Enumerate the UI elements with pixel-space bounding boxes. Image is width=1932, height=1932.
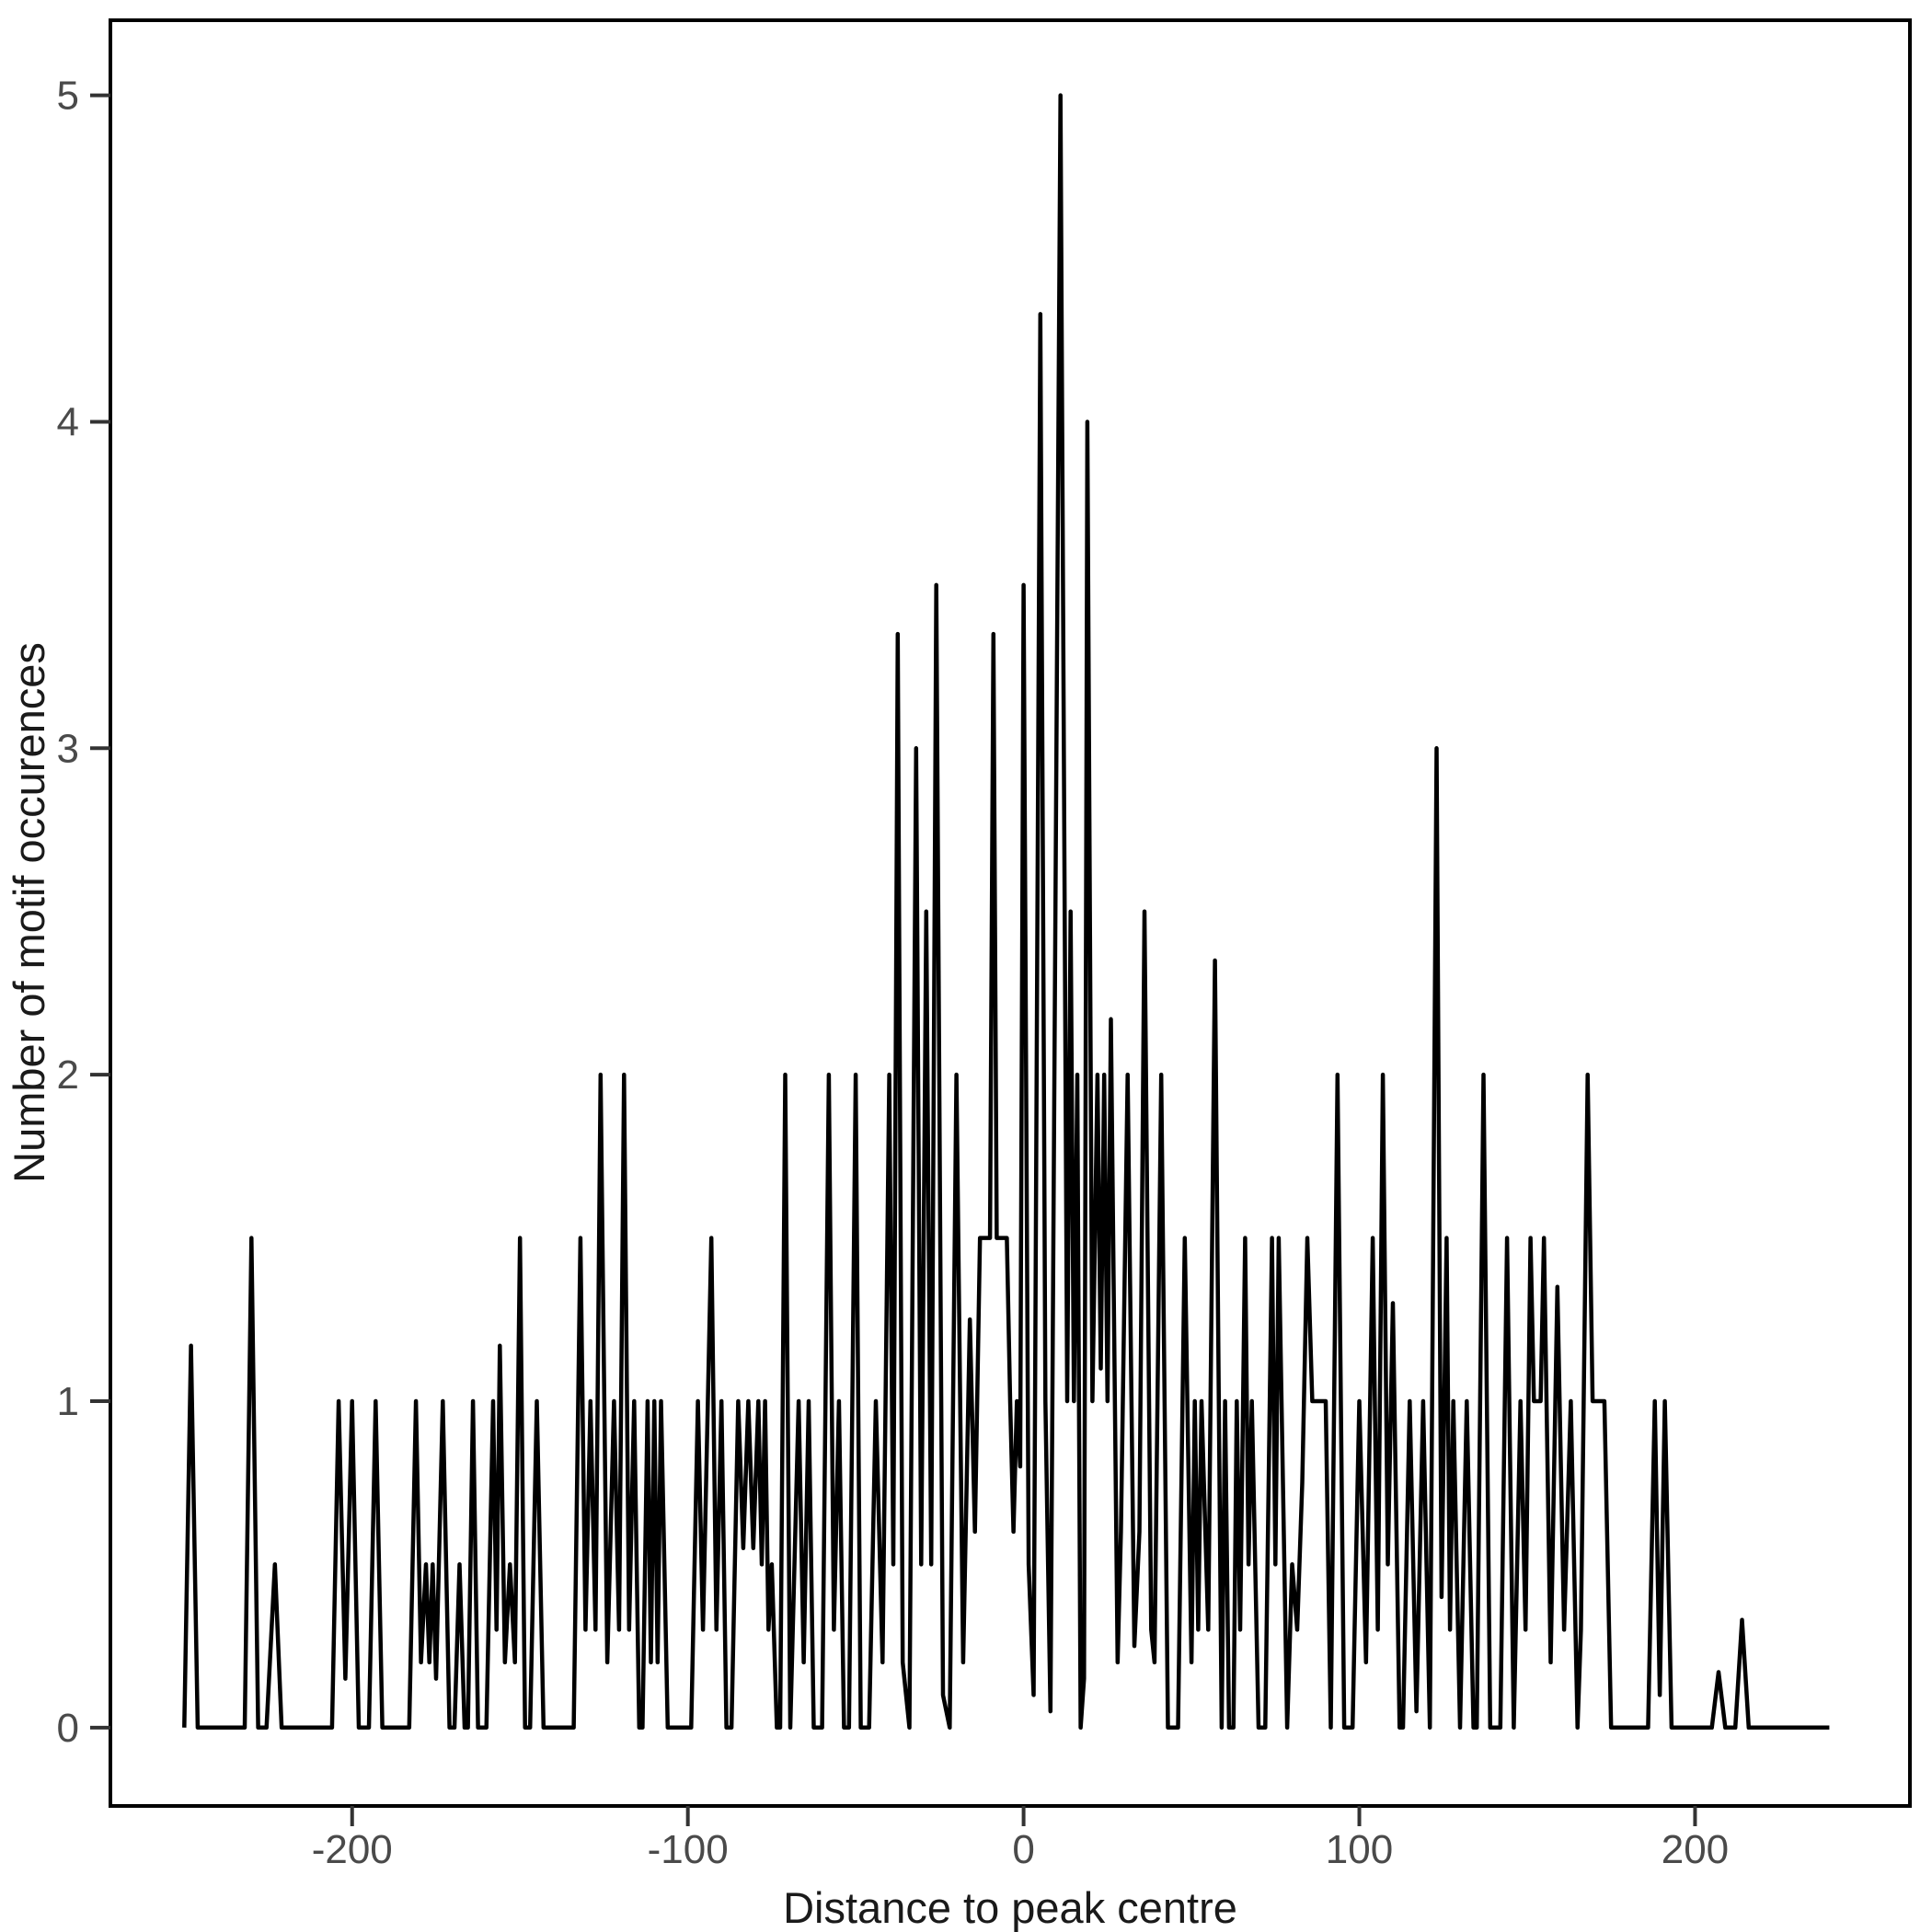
x-axis-ticks: -200 -100 0 100 200 [312,1806,1729,1872]
plot-panel-border [109,18,1912,1808]
y-tick-label: 2 [57,1052,79,1098]
y-axis-title: Number of motif occurences [5,642,53,1183]
x-axis-title: Distance to peak centre [783,1883,1237,1932]
y-tick-label: 1 [57,1379,79,1424]
y-tick-label: 0 [57,1706,79,1751]
data-series-line [182,93,1830,1731]
x-tick-label: -100 [648,1827,729,1872]
y-axis-ticks: 0 1 2 3 4 5 [57,74,110,1751]
y-tick-label: 4 [57,399,79,444]
y-tick-label: 5 [57,74,79,119]
x-tick-label: 0 [1012,1827,1034,1872]
y-tick-label: 3 [57,726,79,771]
x-tick-label: -200 [312,1827,393,1872]
x-tick-label: 200 [1662,1827,1729,1872]
x-tick-label: 100 [1326,1827,1393,1872]
